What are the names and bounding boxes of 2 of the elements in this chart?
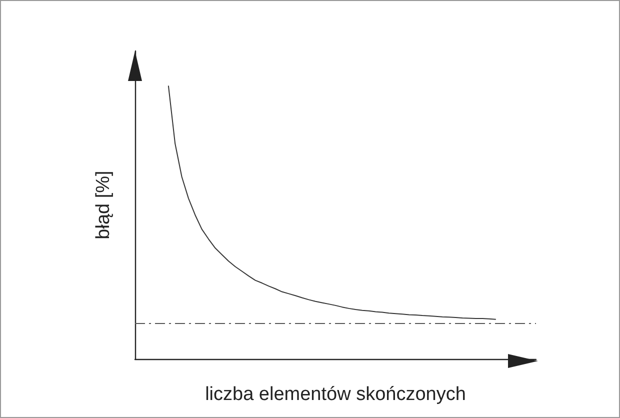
y-axis-title: błąd [%] (93, 170, 114, 240)
x-axis-title: liczba elementów skończonych (205, 384, 466, 405)
